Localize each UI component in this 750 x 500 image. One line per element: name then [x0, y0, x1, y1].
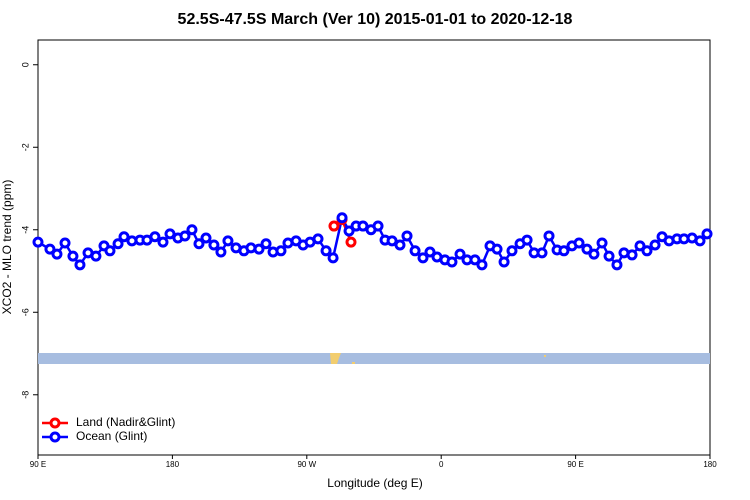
point — [386, 235, 398, 247]
legend-label: Ocean (Glint) — [76, 429, 147, 443]
point — [208, 239, 220, 251]
point — [200, 232, 212, 244]
y-tick-label: -2 — [20, 143, 30, 151]
x-tick-label: 90 E — [30, 460, 46, 469]
point — [164, 228, 176, 240]
point — [336, 212, 348, 224]
point — [649, 239, 661, 251]
point — [558, 245, 570, 257]
point — [74, 259, 86, 271]
point — [596, 237, 608, 249]
point — [543, 230, 555, 242]
point — [454, 248, 466, 260]
point — [357, 220, 369, 232]
point — [694, 235, 706, 247]
point — [424, 246, 436, 258]
point — [157, 236, 169, 248]
x-tick-label: 180 — [166, 460, 180, 469]
point — [409, 245, 421, 257]
point — [320, 245, 332, 257]
point — [626, 249, 638, 261]
point — [536, 247, 548, 259]
point — [401, 230, 413, 242]
point — [215, 246, 227, 258]
point — [90, 250, 102, 262]
x-tick-label: 90 E — [567, 460, 583, 469]
y-tick-label: -6 — [20, 308, 30, 316]
point — [253, 243, 265, 255]
point — [193, 238, 205, 250]
point — [417, 252, 429, 264]
point — [112, 238, 124, 250]
legend-marker — [49, 417, 61, 429]
y-tick-label: 0 — [20, 62, 30, 67]
x-tick-label: 90 W — [297, 460, 316, 469]
x-tick-label: 180 — [703, 460, 717, 469]
point — [59, 237, 71, 249]
chart-title: 52.5S-47.5S March (Ver 10) 2015-01-01 to… — [178, 11, 573, 28]
point — [118, 231, 130, 243]
point — [222, 235, 234, 247]
point — [469, 254, 481, 266]
point — [573, 237, 585, 249]
point — [328, 220, 340, 232]
land-patch — [330, 353, 341, 364]
point — [372, 220, 384, 232]
point — [32, 236, 44, 248]
y-axis-label: XCO2 - MLO trend (ppm) — [0, 180, 14, 315]
point — [588, 248, 600, 260]
point — [498, 256, 510, 268]
point — [149, 231, 161, 243]
point — [476, 259, 488, 271]
land-patch — [544, 355, 546, 357]
point — [581, 243, 593, 255]
y-tick-label: -4 — [20, 226, 30, 234]
point — [641, 245, 653, 257]
surface-strip — [38, 353, 710, 364]
point — [611, 259, 623, 271]
point — [179, 230, 191, 242]
point — [51, 248, 63, 260]
point — [67, 250, 79, 262]
point — [701, 228, 713, 240]
point — [343, 225, 355, 237]
legend-marker — [49, 431, 61, 443]
point — [603, 250, 615, 262]
point — [521, 234, 533, 246]
point — [327, 252, 339, 264]
point — [260, 238, 272, 250]
point — [394, 239, 406, 251]
x-tick-label: 0 — [439, 460, 444, 469]
point — [345, 236, 357, 248]
point — [491, 243, 503, 255]
point — [275, 245, 287, 257]
point — [104, 245, 116, 257]
y-tick-label: -8 — [20, 391, 30, 399]
point — [44, 243, 56, 255]
point — [312, 233, 324, 245]
point — [506, 245, 518, 257]
point — [186, 224, 198, 236]
x-axis-label: Longitude (deg E) — [327, 476, 422, 490]
point — [446, 256, 458, 268]
legend-label: Land (Nadir&Glint) — [76, 415, 175, 429]
plot-frame — [37, 39, 711, 456]
point — [634, 240, 646, 252]
land-patch — [352, 362, 355, 364]
